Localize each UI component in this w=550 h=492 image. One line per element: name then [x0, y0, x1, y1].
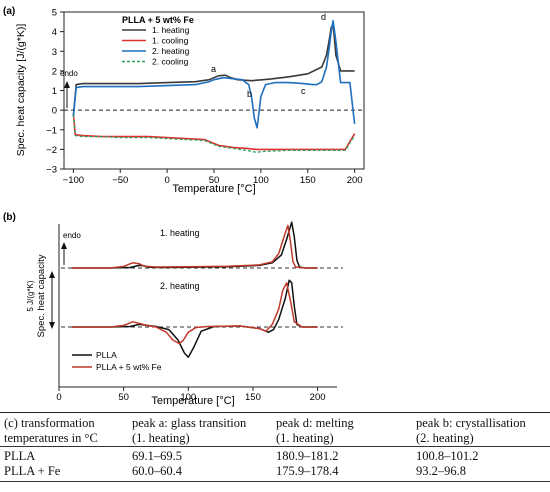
- series-line-plla-5-wt-fe-1-heating: [71, 224, 318, 269]
- table-header-cell: peak d: melting (1. heating): [276, 416, 354, 445]
- table-header-cell: (c) transformation temperatures in °C: [4, 416, 98, 445]
- series-line-2-cooling: [72, 114, 356, 153]
- table-top-rule: [0, 412, 550, 413]
- panel-b-x-tick-label: 50: [118, 392, 129, 403]
- panel-b-endo-arrowhead: [61, 242, 67, 249]
- panel-a-y-tick-label: −2: [46, 145, 57, 156]
- panel-a-y-tick-label: 3: [52, 47, 57, 58]
- table-cell: 69.1–69.5: [128, 446, 272, 464]
- panel-a-x-tick-label: 100: [253, 175, 269, 186]
- panel-a-x-label: Temperature [°C]: [172, 183, 255, 195]
- table-header-cell: peak a: glass transition (1. heating): [132, 416, 247, 445]
- panel-b-legend: PLLA PLLA + 5 wt% Fe: [72, 350, 162, 372]
- table-header-row: (c) transformation temperatures in °C pea…: [0, 414, 550, 447]
- panel-a-y-tick-label: 1: [52, 86, 57, 97]
- panel-b-scale-bar-bottom: [49, 322, 55, 329]
- panel-a-legend-title: PLLA + 5 wt% Fe: [122, 15, 194, 25]
- panel-b-scale-bar-top: [49, 271, 55, 278]
- legend-label: 2. cooling: [152, 57, 189, 67]
- panel-a-y-tick-label: 5: [52, 8, 57, 19]
- panel-b-label: (b): [3, 212, 16, 223]
- panel-a-x-tick-label: 50: [209, 175, 220, 186]
- panel-b-scale-label: 5 J/(g*K): [26, 280, 35, 311]
- panel-a-y-tick-label: 4: [52, 27, 57, 38]
- legend-label-plla-fe: PLLA + 5 wt% Fe: [96, 362, 162, 372]
- panel-a-x-tick-label: −50: [112, 175, 128, 186]
- panel-b-x-label: Temperature [°C]: [151, 395, 234, 407]
- series-line-1-cooling: [72, 114, 356, 151]
- table-row: PLLA 69.1–69.5 180.9–181.2 100.8–101.2: [0, 446, 550, 464]
- annotation-b: b: [247, 89, 252, 99]
- legend-label-plla: PLLA: [96, 350, 117, 360]
- panel-a-x-tick-label: 150: [300, 175, 316, 186]
- group-label-1-heating: 1. heating: [160, 228, 200, 238]
- table-cell: 180.9–181.2: [272, 446, 412, 464]
- legend-label: 1. heating: [152, 25, 190, 35]
- panel-a-endo-label: endo: [60, 69, 78, 78]
- panel-a-y-tick-label: 0: [52, 106, 57, 117]
- series-line-2-heating: [72, 19, 356, 129]
- panel-a-y-tick-label: 2: [52, 66, 57, 77]
- panel-b-x-tick-label: 100: [180, 392, 196, 403]
- panel-a-endo-arrowhead: [64, 81, 70, 88]
- panel-b-endo-label: endo: [63, 231, 81, 240]
- group-label-2-heating: 2. heating: [160, 281, 200, 291]
- table-cell: PLLA: [0, 446, 128, 464]
- legend-label: 1. cooling: [152, 36, 189, 46]
- panel-a-label: (a): [3, 6, 15, 17]
- panel-a-x-tick-label: 200: [347, 175, 363, 186]
- table-cell: 100.8–101.2: [412, 446, 550, 464]
- table-row: PLLA + Fe 60.0–60.4 175.9–178.4 93.2–96.…: [0, 463, 550, 482]
- annotation-c: c: [301, 86, 306, 96]
- figure: (a) −100 −50 0 50 100 150 200 −3 −2 −1 0 1 2 3 4 5 Tem…: [3, 6, 365, 407]
- panel-a: (a) −100 −50 0 50 100 150 200 −3 −2 −1 0 1 2 3 4 5 Tem…: [3, 6, 365, 195]
- series-line-plla-2-heating: [71, 279, 318, 358]
- panel-a-y-tick-label: −1: [46, 125, 57, 136]
- transformation-table: (c) transformation temperatures in °C pea…: [0, 414, 550, 482]
- panel-a-x-tick-label: −100: [63, 175, 84, 186]
- panel-b: (b) 0 50 100 150 200 Temperature [°C] Spec. …: [3, 212, 343, 407]
- panel-a-y-tick-label: −3: [46, 165, 57, 176]
- table-cell: 93.2–96.8: [412, 463, 550, 482]
- panel-b-x-tick-label: 200: [310, 392, 326, 403]
- legend-label: 2. heating: [152, 46, 190, 56]
- panel-a-frame: [63, 11, 365, 170]
- table-cell: PLLA + Fe: [0, 463, 128, 482]
- panel-b-y-label: Spec. heat capacity: [36, 254, 47, 337]
- panel-b-x-tick-label: 0: [56, 392, 61, 403]
- table-cell: 60.0–60.4: [128, 463, 272, 482]
- table-cell: 175.9–178.4: [272, 463, 412, 482]
- annotation-a: a: [211, 64, 216, 74]
- annotation-d: d: [321, 12, 326, 22]
- panel-a-y-label: Spec. heat capacity [J/(g*K)]: [15, 24, 27, 157]
- panel-a-x-tick-label: 0: [164, 175, 169, 186]
- panel-b-x-tick-label: 150: [245, 392, 261, 403]
- table-header-cell: peak b: crystallisation (2. heating): [416, 416, 526, 445]
- series-line-plla-5-wt-fe-2-heating: [71, 282, 318, 345]
